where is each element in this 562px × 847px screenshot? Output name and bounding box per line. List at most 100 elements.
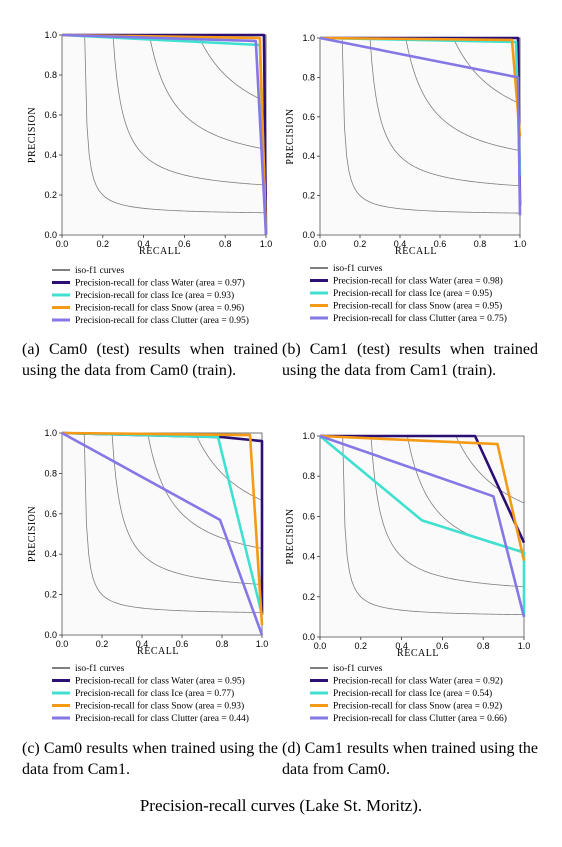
legend-label-water: Precision-recall for class Water (area =…: [75, 278, 245, 289]
legend-label-iso: iso-f1 curves: [333, 663, 383, 674]
y-tick-label: 1.0: [302, 431, 315, 441]
iso-f1-curve: [342, 436, 524, 616]
series-line-clutter: [319, 36, 522, 216]
x-tick-label: 0.6: [436, 641, 449, 651]
x-tick-label: 0.2: [355, 641, 368, 651]
legend-label-snow: Precision-recall for class Snow (area = …: [333, 701, 502, 712]
y-tick-label: 0.0: [44, 230, 57, 240]
iso-f1-curve: [111, 433, 262, 585]
x-tick-label: 0.0: [56, 639, 69, 649]
iso-f1-curves: [83, 433, 262, 613]
legend-label-water: Precision-recall for class Water (area =…: [333, 676, 503, 687]
series-line-snow: [61, 431, 264, 625]
series-line-clutter: [61, 431, 264, 636]
y-tick-label: 0.4: [44, 150, 57, 160]
plot-area: [61, 34, 267, 236]
y-tick-label: 0.8: [302, 72, 315, 82]
x-tick-label: 0.6: [178, 239, 191, 249]
iso-f1-curve: [341, 38, 520, 214]
plot-area: [319, 37, 521, 236]
series-line-clutter: [61, 33, 268, 236]
legend: iso-f1 curves Precision-recall for class …: [310, 263, 507, 324]
x-tick-label: 0.4: [395, 641, 408, 651]
y-tick-label: 0.8: [302, 471, 315, 481]
y-tick-label: 0.2: [302, 592, 315, 602]
iso-f1-curve: [149, 35, 266, 150]
iso-f1-curve: [112, 35, 266, 186]
legend: iso-f1 curves Precision-recall for class …: [310, 663, 507, 724]
legend-label-snow: Precision-recall for class Snow (area = …: [333, 301, 502, 312]
series-lines: [319, 434, 526, 618]
legend-label-iso: iso-f1 curves: [75, 265, 125, 276]
legend-label-water: Precision-recall for class Water (area =…: [75, 676, 245, 687]
x-tick-label: 0.4: [137, 239, 150, 249]
series-line-water: [320, 434, 526, 544]
chart-b: 0.0 0.2 0.4 0.6 0.8 1.0 0.0 0.2 0.4 0.6 0.8 1.0 RECA…: [285, 33, 527, 324]
x-tick-label: 1.0: [514, 239, 527, 249]
y-tick-label: 0.2: [302, 191, 315, 201]
iso-f1-curve: [147, 433, 262, 549]
caption-c: (c) Cam0 results when trained using the …: [22, 740, 278, 778]
x-tick-label: 0.0: [56, 239, 69, 249]
y-tick-label: 0.2: [44, 590, 57, 600]
iso-f1-curve: [452, 38, 520, 105]
legend-label-clutter: Precision-recall for class Clutter (area…: [75, 713, 249, 724]
legend-label-ice: Precision-recall for class Ice (area = 0…: [75, 290, 234, 301]
legend-label-ice: Precision-recall for class Ice (area = 0…: [75, 688, 234, 699]
series-line-ice: [319, 434, 526, 617]
legend-label-snow: Precision-recall for class Snow (area = …: [75, 701, 244, 712]
x-tick-label: 0.8: [477, 641, 490, 651]
x-tick-label: 0.6: [176, 639, 189, 649]
y-axis-label: PRECISION: [27, 506, 38, 562]
y-tick-label: 0.0: [302, 230, 315, 240]
x-tick-label: 0.6: [434, 239, 447, 249]
chart-d: 0.0 0.2 0.4 0.6 0.8 1.0 0.0 0.2 0.4 0.6 0.8 1.0 RECA…: [285, 431, 530, 724]
x-tick-label: 0.8: [474, 239, 487, 249]
iso-f1-curves: [341, 38, 520, 214]
legend: iso-f1 curves Precision-recall for class …: [52, 265, 249, 326]
y-tick-label: 1.0: [44, 30, 57, 40]
x-tick-label: 0.8: [219, 239, 232, 249]
iso-f1-curve: [369, 38, 520, 187]
x-tick-label: 0.8: [216, 639, 229, 649]
chart-a: 0.0 0.2 0.4 0.6 0.8 1.0 0.0 0.2 0.4 0.6 0.8 1.0 RECA…: [27, 30, 273, 326]
y-tick-label: 1.0: [302, 33, 315, 43]
plot-area: [61, 432, 263, 636]
x-tick-label: 0.2: [96, 639, 109, 649]
series-lines: [61, 33, 268, 236]
x-tick-label: 0.4: [136, 639, 149, 649]
y-axis-label: PRECISION: [285, 508, 296, 564]
panel-b: 0.0 0.2 0.4 0.6 0.8 1.0 0.0 0.2 0.4 0.6 0.8 1.0 RECA…: [280, 0, 560, 400]
legend: iso-f1 curves Precision-recall for class …: [52, 663, 249, 724]
x-tick-label: 0.2: [354, 239, 367, 249]
iso-f1-curve: [83, 433, 262, 613]
x-tick-label: 1.0: [256, 639, 269, 649]
y-tick-label: 0.4: [302, 151, 315, 161]
y-tick-label: 0.8: [44, 70, 57, 80]
legend-label-clutter: Precision-recall for class Clutter (area…: [75, 315, 249, 326]
y-tick-label: 0.6: [302, 112, 315, 122]
series-lines: [61, 431, 264, 636]
y-tick-label: 0.4: [302, 552, 315, 562]
series-line-snow: [319, 434, 526, 561]
iso-f1-curve: [84, 35, 266, 214]
panel-c: 0.0 0.2 0.4 0.6 0.8 1.0 0.0 0.2 0.4 0.6 0.8 1.0 RECA…: [0, 420, 280, 800]
y-tick-label: 0.0: [44, 630, 57, 640]
series-lines: [319, 36, 522, 216]
plot-area: [319, 435, 525, 638]
x-tick-label: 0.4: [394, 239, 407, 249]
legend-label-snow: Precision-recall for class Snow (area = …: [75, 303, 244, 314]
y-tick-label: 0.4: [44, 549, 57, 559]
y-tick-label: 1.0: [44, 428, 57, 438]
legend-label-iso: iso-f1 curves: [75, 663, 125, 674]
x-tick-label: 0.2: [97, 239, 110, 249]
iso-f1-curves: [84, 35, 266, 214]
caption-b: (b) Cam1 (test) results when trained usi…: [282, 341, 538, 379]
legend-label-water: Precision-recall for class Water (area =…: [333, 276, 503, 287]
x-tick-label: 0.0: [314, 641, 327, 651]
caption-a: (a) Cam0 (test) results when trained usi…: [22, 341, 278, 379]
x-axis-label: RECALL: [139, 246, 181, 257]
x-tick-label: 1.0: [260, 239, 273, 249]
x-tick-label: 0.0: [314, 239, 327, 249]
y-tick-label: 0.6: [44, 509, 57, 519]
